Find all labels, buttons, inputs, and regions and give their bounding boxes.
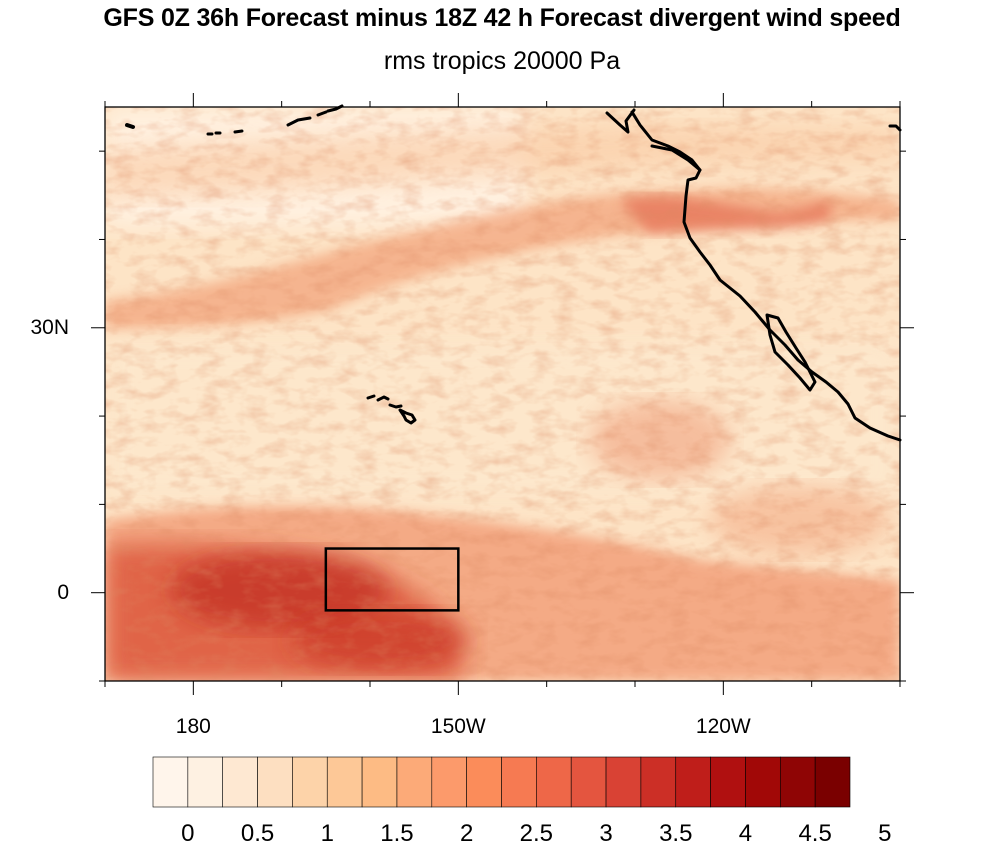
colorbar-label: 0 — [181, 820, 195, 847]
colorbar-swatch — [745, 756, 781, 808]
colorbar-swatch — [814, 756, 851, 808]
map-frame — [104, 106, 901, 682]
colorbar-label: 1.5 — [380, 820, 414, 847]
colorbar-label: 3.5 — [659, 820, 693, 847]
colorbar-swatch — [257, 756, 293, 808]
colorbar-swatch — [222, 756, 258, 808]
colorbar-label: 2.5 — [519, 820, 554, 847]
wind-speed-field — [105, 107, 900, 681]
y-tick-label: 30N — [30, 315, 69, 339]
x-tick-label: 180 — [175, 715, 211, 738]
colorbar-swatch — [501, 756, 537, 808]
colorbar-swatch — [187, 756, 224, 808]
page-title: GFS 0Z 36h Forecast minus 18Z 42 h Forec… — [103, 4, 901, 32]
colorbar-label: 4.5 — [798, 820, 832, 847]
region-highlight-box — [324, 547, 460, 612]
colorbar-swatch — [605, 756, 642, 808]
colorbar-swatch — [675, 756, 711, 808]
coastlines — [125, 104, 902, 442]
colorbar-swatch — [292, 756, 328, 808]
colorbar-label: 1 — [320, 820, 334, 847]
colorbar-swatch — [779, 756, 816, 808]
x-tick-label: 150W — [430, 715, 486, 738]
x-tick-label: 120W — [695, 715, 751, 738]
hawaii-islands — [366, 394, 376, 400]
axis-ticks — [91, 93, 914, 695]
colorbar-label: 3 — [599, 820, 613, 847]
colorbar — [152, 756, 851, 808]
page-subtitle: rms tropics 20000 Pa — [383, 47, 621, 75]
colorbar-label: 0.5 — [240, 820, 275, 847]
colorbar-swatch — [570, 756, 607, 808]
colorbar-swatch — [431, 756, 467, 808]
baja-california — [765, 313, 817, 392]
colorbar-swatch — [536, 756, 572, 808]
colorbar-swatch — [326, 756, 363, 808]
colorbar-swatch — [361, 756, 398, 808]
colorbar-label: 2 — [459, 820, 474, 847]
colorbar-swatch — [152, 756, 189, 808]
colorbar-label: 5 — [878, 820, 892, 847]
colorbar-swatch — [396, 756, 433, 808]
colorbar-swatch — [466, 756, 502, 808]
y-tick-label: 0 — [57, 580, 69, 604]
colorbar-label: 4 — [738, 820, 753, 847]
colorbar-swatch — [710, 756, 746, 808]
colorbar-swatch — [640, 756, 677, 808]
